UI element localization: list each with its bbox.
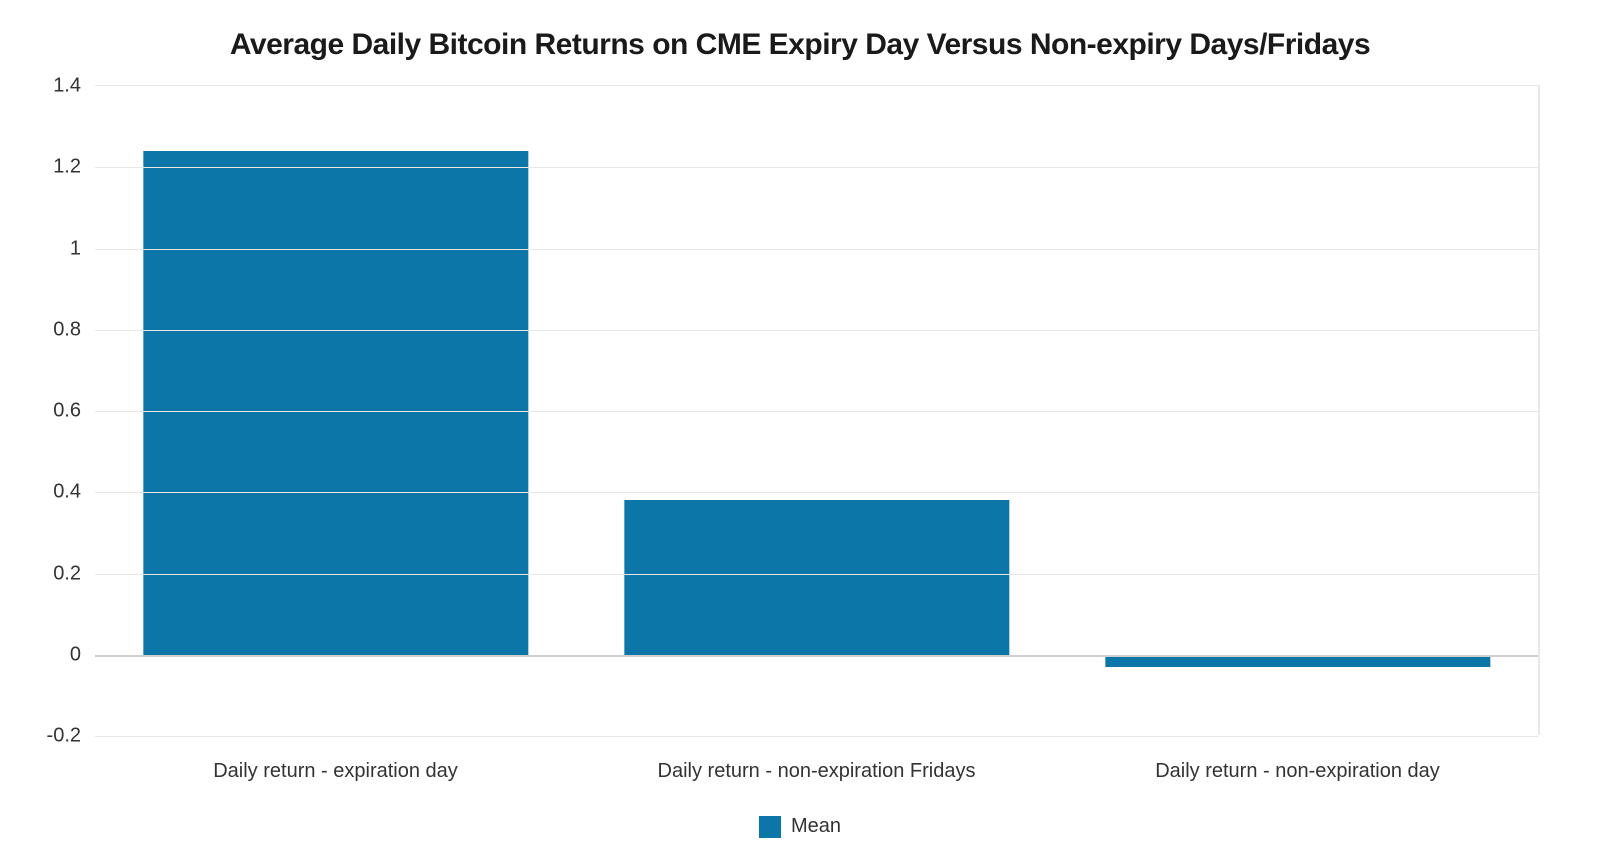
y-tick-label: 0.8: [53, 318, 95, 341]
bar: [143, 151, 528, 655]
bar: [624, 500, 1009, 654]
chart-title: Average Daily Bitcoin Returns on CME Exp…: [0, 28, 1600, 62]
gridline-zero: [95, 655, 1538, 657]
x-tick-label: Daily return - expiration day: [213, 760, 458, 783]
y-tick-label: 1: [70, 237, 95, 260]
gridline: [95, 411, 1538, 412]
x-tick-label: Daily return - non-expiration Fridays: [658, 760, 976, 783]
x-tick-label: Daily return - non-expiration day: [1155, 760, 1440, 783]
y-tick-label: 0.2: [53, 562, 95, 585]
gridline: [95, 574, 1538, 575]
y-tick-label: 0: [70, 643, 95, 666]
chart-container: Average Daily Bitcoin Returns on CME Exp…: [0, 0, 1600, 856]
y-tick-label: 1.2: [53, 156, 95, 179]
legend: Mean: [0, 815, 1600, 838]
gridline: [95, 330, 1538, 331]
gridline: [95, 249, 1538, 250]
plot-area: Daily return - expiration dayDaily retur…: [95, 85, 1540, 735]
gridline: [95, 492, 1538, 493]
legend-swatch-icon: [759, 816, 781, 838]
y-tick-label: 0.4: [53, 481, 95, 504]
y-tick-label: 1.4: [53, 75, 95, 98]
y-tick-label: -0.2: [47, 725, 95, 748]
gridline: [95, 736, 1538, 737]
gridline: [95, 167, 1538, 168]
y-tick-label: 0.6: [53, 400, 95, 423]
legend-label: Mean: [791, 815, 841, 838]
